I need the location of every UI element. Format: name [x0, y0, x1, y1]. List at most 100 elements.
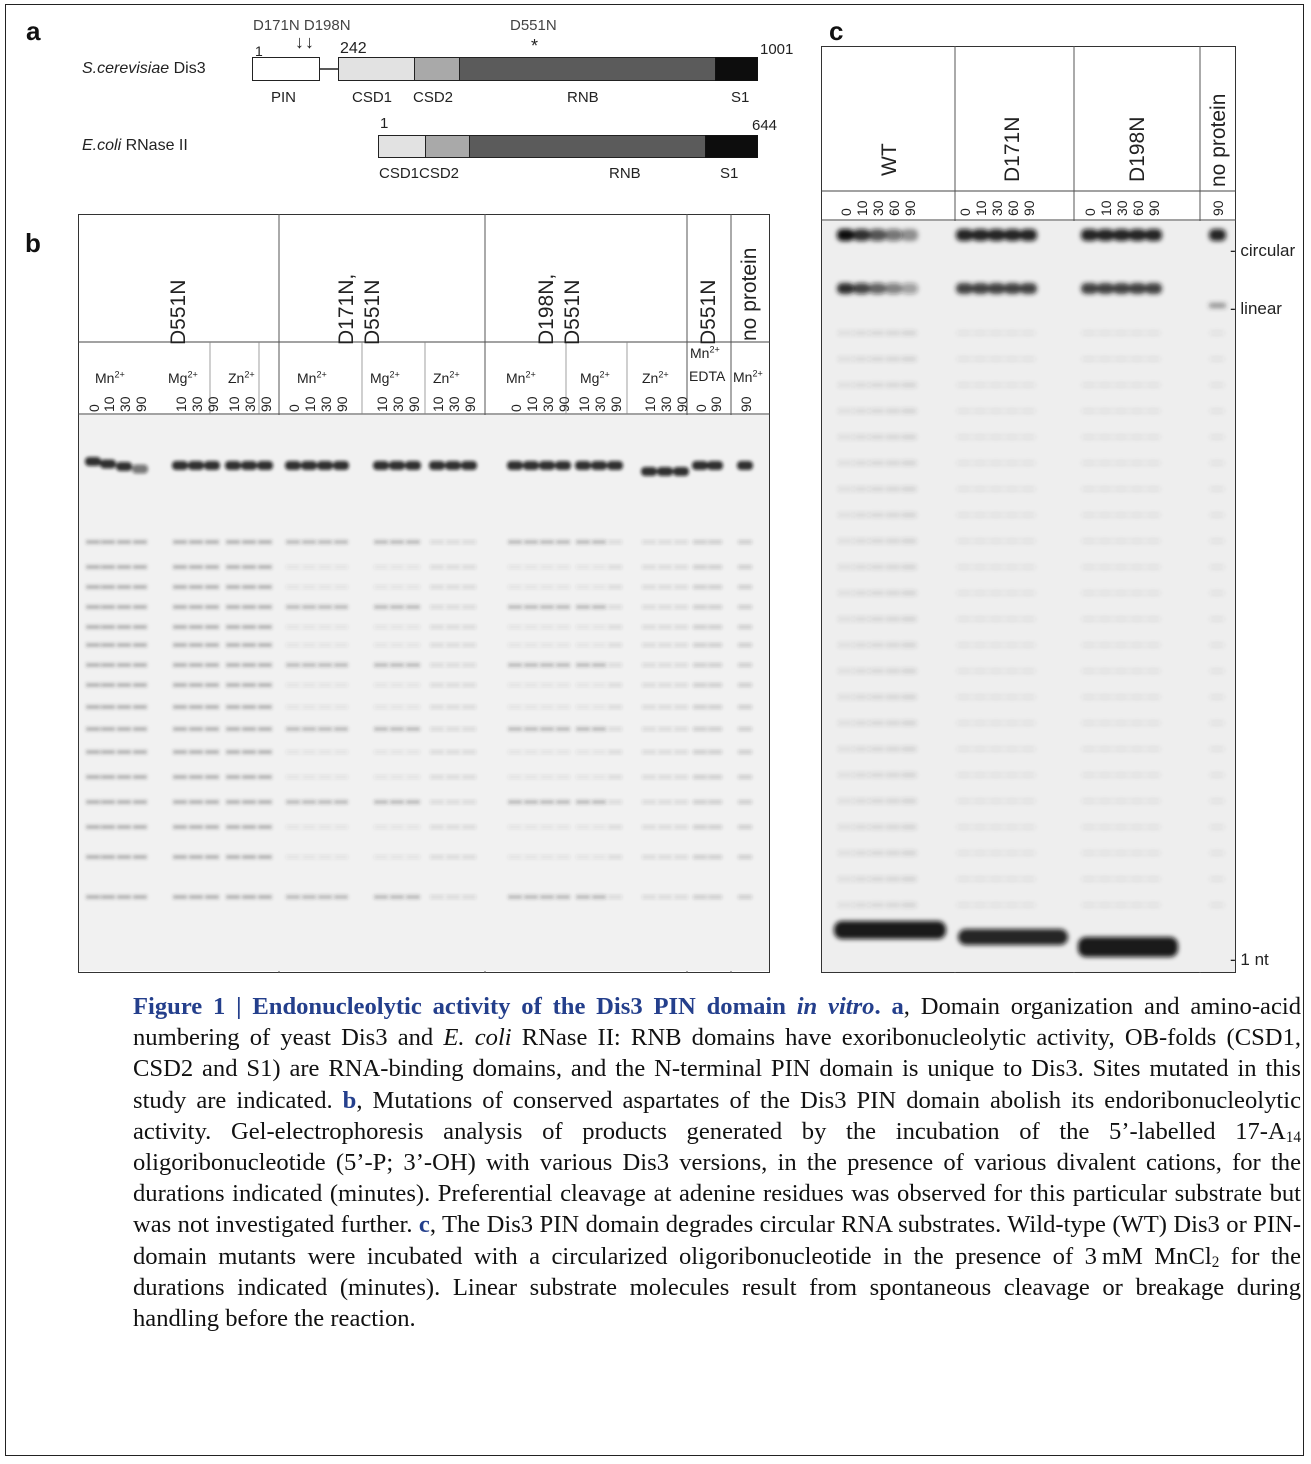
panel-label-a: a [26, 16, 41, 46]
gel-c-lane-label: 60 [1130, 200, 1146, 216]
gel-b-ion-label: Mg2+ [580, 369, 610, 386]
gel-b-group-d171n-line1: D171N, [335, 273, 358, 345]
gel-c-lane-label: 90 [1146, 200, 1162, 216]
gel-c-group-wt: WT [878, 143, 901, 176]
gel-b-lane-label: 30 [318, 396, 334, 412]
panel-label-c: c [829, 16, 844, 46]
gel-c-group-d198n: D198N [1126, 116, 1149, 182]
gel-b-lane-label: 0 [86, 404, 102, 412]
dis3-start-number: 1 [255, 43, 263, 59]
gel-c-lane-label: 90 [1021, 200, 1037, 216]
rnase2-csd1-domain [378, 135, 426, 158]
gel-c-lane-label: 30 [989, 200, 1005, 216]
band-label-circular: - circular [1230, 241, 1296, 260]
panel-label-b: b [25, 228, 41, 258]
dis3-domain-label-csd2: CSD2 [413, 89, 454, 106]
gel-c-image [822, 221, 1235, 972]
rnase2-csd2-domain [425, 135, 470, 158]
dis3-rnb-domain [459, 57, 716, 81]
gel-c-lane-label: 30 [870, 200, 886, 216]
gel-b-lane-label: 10 [374, 396, 390, 412]
dis3-s1-domain [715, 57, 758, 81]
dis3-mutation-star: * [531, 36, 539, 56]
gel-b-lane-label: 90 [133, 396, 149, 412]
dis3-domain-diagram [252, 57, 758, 158]
dis3-domain-label-rnb: RNB [567, 89, 599, 106]
gel-b-lane-label: 30 [446, 396, 462, 412]
gel-c-lane-label: 90 [902, 200, 918, 216]
gel-b-lane-label: 30 [117, 396, 133, 412]
gel-b-lane-label: 10 [430, 396, 446, 412]
gel-b-ion-label: Mg2+ [370, 369, 400, 386]
gel-b-lane-label: 90 [406, 396, 422, 412]
gel-b-lane-label: 10 [642, 396, 658, 412]
gel-c-lane-label: 30 [1114, 200, 1130, 216]
caption-label-a: a [891, 993, 904, 1020]
gel-b-lane-label: 0 [693, 404, 709, 412]
gel-b-group-d198n-line2: D551N [561, 279, 584, 345]
gel-b-group-edta-d551n: D551N [697, 279, 720, 345]
gel-b-group-no-protein: no protein [738, 247, 761, 341]
gel-c-lane-label: 10 [973, 200, 989, 216]
gel-b-ion-label: Mn2+ [733, 368, 763, 385]
gel-b-lane-label: 30 [592, 396, 608, 412]
rnase2-start-number: 1 [380, 115, 389, 132]
dis3-pin-domain [252, 57, 320, 81]
gel-b-lane-label: 10 [226, 396, 242, 412]
dis3-mutation-label-pin: D171N D198N [253, 17, 351, 34]
gel-b-lane-label: 90 [738, 396, 754, 412]
gel-b-lane-label: 30 [390, 396, 406, 412]
gel-b-ion-label: Mn2+ [297, 369, 327, 386]
gel-b-lane-label: 90 [556, 396, 572, 412]
gel-c-group-no-protein: no protein [1207, 93, 1230, 187]
figure-frame [5, 4, 1304, 1456]
gel-b-lane-label: 30 [658, 396, 674, 412]
rnase2-rnb-domain [469, 135, 706, 158]
gel-b-lane-label: 0 [508, 404, 524, 412]
gel-b-lane-label: 0 [286, 404, 302, 412]
gel-b-lane-label: 90 [258, 396, 274, 412]
gel-c-group-d171n: D171N [1001, 116, 1024, 182]
gel-b-ion-label: Mn2+ [95, 369, 125, 386]
gel-b-lane-label: 10 [101, 396, 117, 412]
gel-b-lane-label: 10 [524, 396, 540, 412]
gel-b-image [79, 415, 769, 971]
gel-c-lane-label: 0 [957, 208, 973, 216]
gel-b-lane-label: 90 [462, 396, 478, 412]
dis3-pin-end-number: 242 [340, 40, 367, 57]
gel-b-lane-label: 10 [302, 396, 318, 412]
gel-b-lane-label: 90 [674, 396, 690, 412]
gel-c-lane-label: 10 [1098, 200, 1114, 216]
gel-b-lane-label: 10 [576, 396, 592, 412]
dis3-domain-label-csd1: CSD1 [352, 89, 393, 106]
rnase2-s1-domain [705, 135, 758, 158]
gel-b-lane-label: 30 [242, 396, 258, 412]
caption-title: Figure 1 | Endonucleolytic activity of t… [133, 993, 881, 1020]
dis3-csd2-domain [414, 57, 460, 81]
rnase2-domain-label-s1: S1 [720, 165, 739, 182]
gel-b-lane-label: 30 [189, 396, 205, 412]
gel-b-ion-label: Zn2+ [433, 369, 460, 386]
band-label-1nt: - 1 nt [1230, 950, 1269, 969]
caption-label-b: b [342, 1086, 357, 1114]
rnase2-domain-label-csd: CSD1CSD2 [379, 165, 460, 182]
gel-b-lane-label: 10 [173, 396, 189, 412]
gel-c-lane-label: 0 [1082, 208, 1098, 216]
gel-b-lane-label: 90 [708, 396, 724, 412]
gel-c-lane-label: 60 [1005, 200, 1021, 216]
gel-b-ion-label: Zn2+ [642, 369, 669, 386]
dis3-end-number: 1001 [760, 41, 794, 58]
gel-b-group-d551n: D551N [167, 279, 190, 345]
gel-c-lane-label: 10 [854, 200, 870, 216]
dis3-name: S.cerevisiae Dis3 [82, 60, 206, 77]
gel-b-lane-label: 90 [205, 396, 221, 412]
gel-b-ion-label: EDTA [689, 368, 726, 384]
gel-c-lane-label: 90 [1210, 200, 1226, 216]
rnase2-domain-label-rnb: RNB [609, 165, 641, 182]
dis3-csd1-domain [338, 57, 415, 81]
dis3-domain-label-pin: PIN [271, 89, 297, 106]
dis3-mutation-arrows: ↓↓ [295, 32, 315, 52]
rnase2-end-number: 644 [752, 117, 778, 134]
gel-b-lane-label: 30 [540, 396, 556, 412]
gel-b-ion-label: Mn2+ [690, 344, 720, 361]
